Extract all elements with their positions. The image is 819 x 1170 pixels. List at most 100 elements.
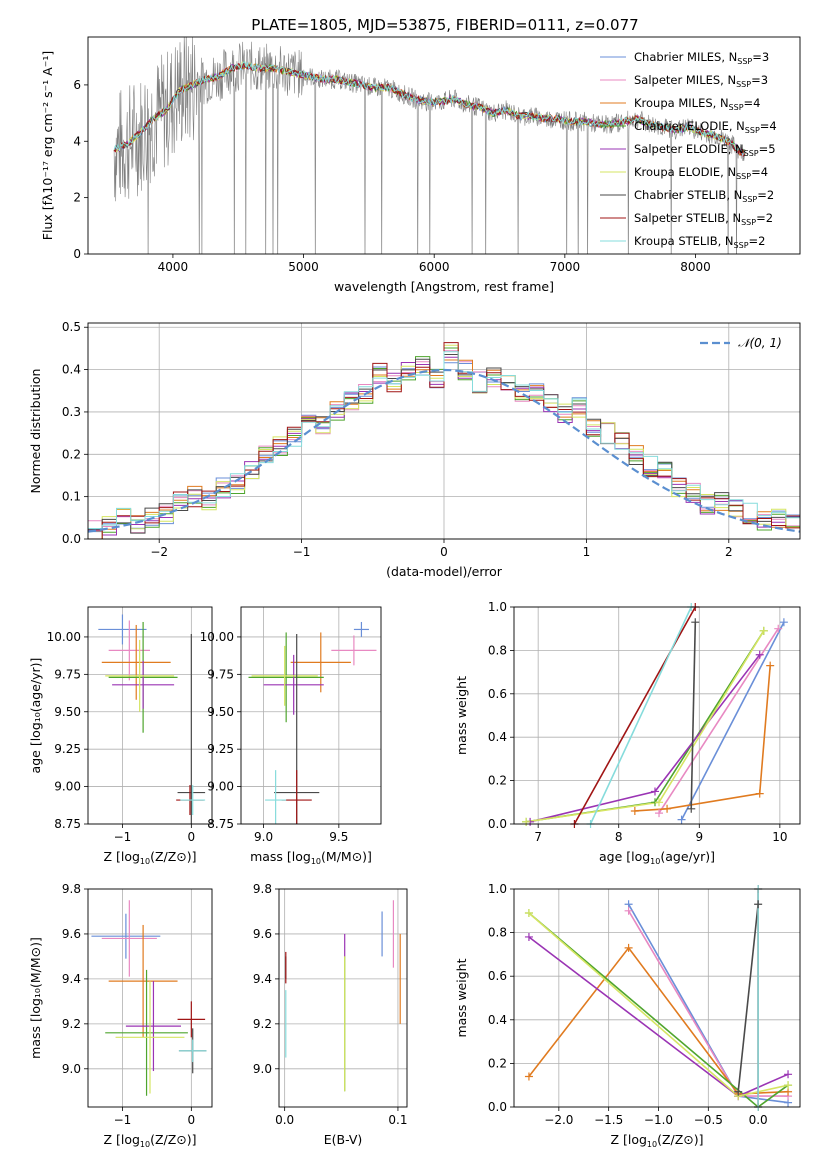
weight-marker [784,1070,793,1079]
x-tick-label: −1.5 [594,1113,623,1127]
x-tick-label: 6000 [419,260,450,274]
y-tick-label: 0.6 [488,687,507,701]
weight-marker [677,815,686,824]
x-tick-label: 0 [440,545,448,559]
legend-entry: Chabrier ELODIE, NSSP=4 [634,119,777,135]
legend-entry: Chabrier STELIB, NSSP=2 [634,188,774,204]
panel-spectrum: 4000 5000 6000 7000 8000 0 2 4 6 Chabrier MILES, … [40,36,801,294]
model-spectrum-8 [113,61,746,156]
weight-line [589,607,692,824]
panel-residual-histogram: −2 −1 0 1 2 0.0 0.1 0.2 0.3 0.4 0.5 𝒩(0, 1) (data-mo… [28,320,801,579]
weight-marker [755,650,764,659]
panel-mass-vs-Z: −1 0 9.0 9.2 9.4 9.6 9.8 Z [log10(Z/Z⊙)] mass [l… [28,882,213,1149]
y-tick-label: 6 [73,78,81,92]
figure-title: PLATE=1805, MJD=53875, FIBERID=0111, z=0… [251,16,638,34]
y-tick-label: 0.8 [488,643,507,657]
y-tick-label: 8.75 [207,817,234,831]
legend-entry: Kroupa STELIB, NSSP=2 [634,234,765,250]
x-tick-label: 8000 [680,260,711,274]
x-tick-label: 4000 [158,260,189,274]
x-tick-label: 7 [534,830,542,844]
legend-entry: Salpeter STELIB, NSSP=2 [634,211,773,227]
y-tick-label: 0.3 [62,405,81,419]
axes-frame [87,36,801,255]
legend-entry: Kroupa MILES, NSSP=4 [634,96,760,112]
weight-marker [755,789,764,798]
y-tick-label: 9.6 [253,927,272,941]
x-tick-label: −1.0 [644,1113,673,1127]
y-tick-label: 0.0 [488,1100,507,1114]
y-axis-label: mass weight [454,958,469,1037]
y-tick-label: 1.0 [488,600,507,614]
panel-mass-weight-vs-age: 7 8 9 10 0.0 0.2 0.4 0.6 0.8 1.0 age [log10(age/yr… [454,600,801,866]
y-tick-label: 0.1 [62,490,81,504]
y-tick-label: 9.75 [54,667,81,681]
x-axis-label: Z [log10(Z/Z⊙)] [610,1132,703,1149]
y-tick-label: 9.2 [253,1017,272,1031]
x-tick-label: 10 [772,830,787,844]
y-tick-label: 0.4 [62,363,81,377]
x-axis-label: E(B-V) [324,1132,363,1147]
x-axis-label: Z [log10(Z/Z⊙)] [103,1132,196,1149]
y-tick-label: 0.0 [488,817,507,831]
panel-age-vs-mass: 9.0 9.5 8.75 9.00 9.25 9.50 9.75 10.00 mass [log… [200,606,382,866]
axes-frame [87,888,213,1108]
weight-marker [774,624,783,633]
weight-marker [524,1072,533,1081]
x-tick-label: 0.0 [749,1113,768,1127]
plot-area [113,37,746,254]
y-tick-label: 8.75 [54,817,81,831]
y-tick-label: 9.2 [62,1017,81,1031]
weight-line [634,665,771,812]
x-axis-label: (data-model)/error [386,564,503,579]
axes-frame [240,606,382,825]
panel-mass-vs-EBV: 0.0 0.1 9.0 9.2 9.4 9.6 9.8 E(B-V) [253,882,408,1147]
y-tick-label: 1.0 [488,882,507,896]
legend-entry: Kroupa ELODIE, NSSP=4 [634,165,768,181]
x-tick-label: 0.1 [388,1113,407,1127]
weight-marker [522,817,531,826]
plot-area [98,614,206,824]
y-tick-label: 9.00 [207,780,234,794]
y-tick-label: 9.0 [62,1062,81,1076]
y-axis-label: mass [log₁₀(M/M⊙)] [28,937,43,1059]
y-tick-label: 9.00 [54,780,81,794]
x-axis-label: mass [log10(M/M⊙)] [250,849,372,866]
weight-marker [691,618,700,627]
weight-marker [655,809,664,818]
legend-entry: Salpeter MILES, NSSP=3 [634,73,768,89]
y-tick-label: 0.0 [62,532,81,546]
y-tick-label: 0 [73,247,81,261]
y-tick-label: 9.75 [207,667,234,681]
weight-marker [663,804,672,813]
weight-marker [650,787,659,796]
y-tick-label: 0.4 [488,730,507,744]
y-axis-label: Flux [fλ10⁻¹⁷ erg cm⁻² s⁻¹ A⁻¹] [40,51,55,240]
axes-frame [87,322,801,540]
panel-mass-weight-vs-Z: −2.0 −1.5 −1.0 −0.5 0.0 0.0 0.2 0.4 0.6 0.8 1.0 Z [… [454,882,801,1149]
y-tick-label: 0.8 [488,926,507,940]
x-axis-label: Z [log10(Z/Z⊙)] [103,849,196,866]
x-tick-label: 2 [725,545,733,559]
x-tick-label: −1 [293,545,311,559]
weight-marker [779,618,788,627]
y-tick-label: 0.5 [62,320,81,334]
weight-marker [624,906,633,915]
panel-age-vs-Z: −1 0 8.75 9.00 9.25 9.50 9.75 10.00 Z [log10(Z/Z… [28,606,213,866]
x-tick-label: 9.0 [254,830,273,844]
plot-area [525,607,785,824]
legend-entry: Chabrier MILES, NSSP=3 [634,50,769,66]
axes-frame [513,606,801,825]
weight-line [737,904,759,1092]
y-tick-label: 10.00 [200,630,234,644]
weight-marker [759,626,768,635]
weight-marker [524,932,533,941]
weight-marker [524,908,533,917]
weight-marker [687,804,696,813]
y-tick-label: 9.8 [253,882,272,896]
plot-area [248,621,377,824]
x-axis-label: age [log10(age/yr)] [599,849,715,866]
y-tick-label: 9.0 [253,1062,272,1076]
y-tick-label: 9.25 [207,742,234,756]
